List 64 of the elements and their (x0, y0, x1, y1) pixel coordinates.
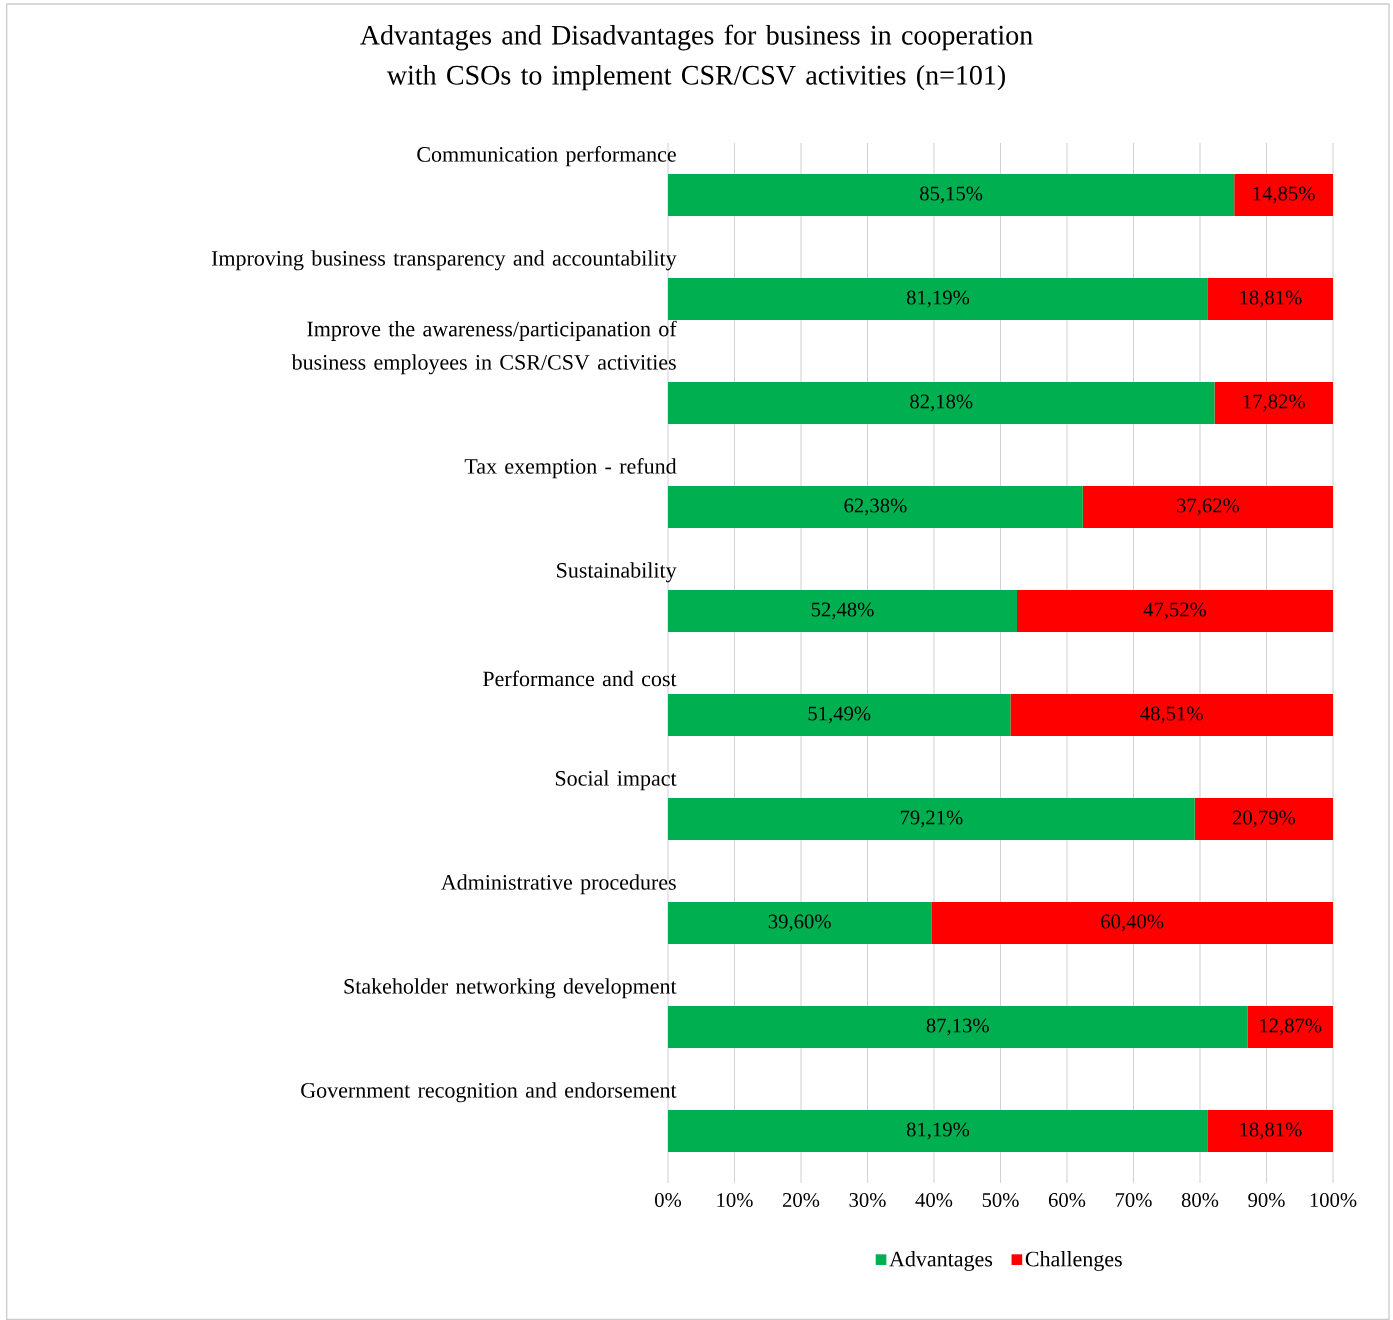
bar (668, 278, 1208, 320)
y-tick-label: Sustainability (557, 562, 677, 583)
bar (668, 382, 1215, 424)
data-label: 12,87% (1260, 1018, 1322, 1036)
x-tick-label: 30% (849, 1193, 886, 1208)
x-tick-label: 20% (782, 1193, 820, 1208)
bar (668, 174, 1235, 216)
y-tick-label: Stakeholder networking development (344, 978, 677, 999)
data-label: 62,38% (844, 498, 907, 516)
legend-label: Advantages (889, 1251, 993, 1272)
y-tick-label: Administrative procedures (441, 874, 676, 895)
x-tick-label: 70% (1115, 1193, 1152, 1208)
bar (1207, 1110, 1333, 1152)
bar (1010, 694, 1333, 736)
data-label: 82,18% (910, 394, 973, 412)
bar (668, 694, 1011, 736)
data-label: 37,62% (1177, 498, 1240, 516)
x-tick-label: 100% (1310, 1193, 1357, 1208)
data-label: 81,19% (906, 1122, 970, 1140)
y-tick-label: Government recognition and endorsement (301, 1082, 677, 1103)
data-label: 18,81% (1240, 290, 1302, 308)
y-tick-label: Communication performance (417, 146, 676, 167)
x-tick-label: 90% (1248, 1193, 1285, 1208)
bar (1082, 486, 1333, 528)
x-tick-label: 0% (655, 1193, 682, 1208)
y-tick-label: Improve the awareness/participanation of business employees in CSR/CSV activities (291, 320, 677, 375)
data-label: 79,21% (900, 810, 963, 828)
data-label: 17,82% (1243, 394, 1305, 412)
data-label: 39,60% (768, 914, 831, 932)
bar (1214, 382, 1333, 424)
data-label: 51,49% (808, 706, 871, 724)
bar (1194, 798, 1333, 840)
data-label: 81,19% (906, 290, 970, 308)
x-tick-label: 40% (915, 1193, 953, 1208)
data-label: 60,40% (1101, 914, 1164, 932)
data-label: 85,15% (920, 186, 983, 204)
bar (1247, 1006, 1333, 1048)
x-tick-label: 60% (1048, 1193, 1086, 1208)
x-tick-label: 80% (1181, 1193, 1219, 1208)
data-label: 52,48% (811, 602, 874, 620)
bar (1234, 174, 1333, 216)
bar (668, 590, 1017, 632)
y-tick-label: Social impact (555, 770, 677, 791)
bar (1207, 278, 1333, 320)
data-label: 18,81% (1240, 1122, 1302, 1140)
y-tick-label: Tax exemption - refund (464, 458, 677, 479)
bar (668, 798, 1195, 840)
legend-label: Challenges (1025, 1251, 1122, 1272)
bar (668, 1110, 1208, 1152)
bar (1016, 590, 1333, 632)
bar (668, 486, 1083, 528)
bar (668, 902, 932, 944)
chart-title: Advantages and Disadvantages for business in cooperation with CSOs to implement CSR/CSV activities (n=101) (360, 24, 1033, 91)
x-tick-label: 50% (982, 1193, 1019, 1208)
data-label: 14,85% (1253, 186, 1315, 204)
x-tick-label: 10% (717, 1193, 753, 1208)
data-label: 20,79% (1232, 810, 1296, 828)
bar (668, 1006, 1248, 1048)
data-label: 48,51% (1140, 706, 1203, 724)
y-tick-label: Performance and cost (482, 670, 677, 687)
data-label: 87,13% (926, 1018, 989, 1036)
y-tick-label: Improving business transparency and accountability (211, 250, 677, 271)
bar (931, 902, 1333, 944)
data-label: 47,52% (1143, 602, 1207, 620)
